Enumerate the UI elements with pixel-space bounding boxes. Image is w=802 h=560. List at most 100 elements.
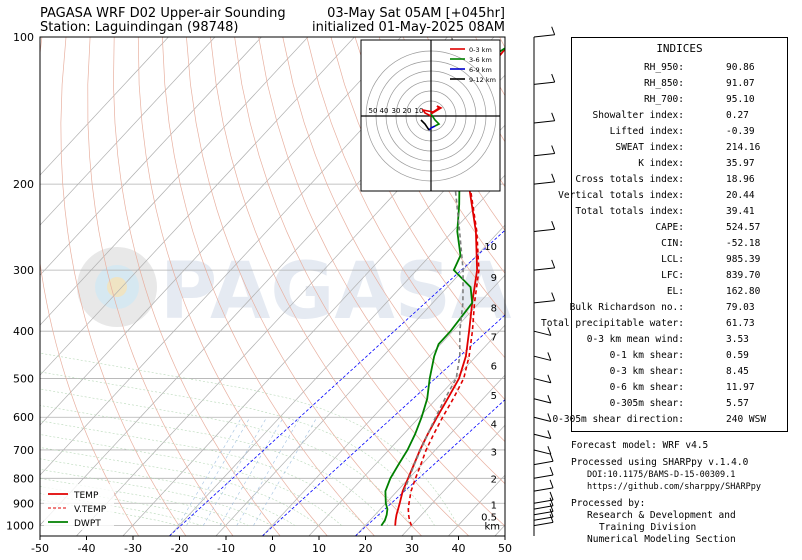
wind-barb bbox=[533, 181, 555, 185]
height-tick-label: 2 bbox=[491, 474, 497, 485]
mixing-ratio-line bbox=[253, 417, 318, 526]
dry-adiabat bbox=[258, 37, 505, 485]
index-value: 35.97 bbox=[726, 158, 755, 169]
index-row: RH_850: 91.07 bbox=[572, 78, 787, 92]
hodograph-legend-label: 6-9 km bbox=[469, 66, 492, 74]
isotherm-line bbox=[262, 274, 505, 536]
wind-barb bbox=[533, 460, 554, 466]
wind-barb bbox=[533, 416, 551, 422]
wind-barb bbox=[533, 516, 554, 521]
wind-barb bbox=[533, 153, 555, 157]
title-right-line2: initialized 01-May-2025 08AM bbox=[311, 20, 505, 35]
wind-barb-flag bbox=[547, 327, 552, 336]
isotherm-line bbox=[40, 37, 402, 426]
legend-label: TEMP bbox=[73, 491, 99, 501]
wind-barb bbox=[533, 34, 555, 38]
index-row: 0-305m shear direction: 240 WSW bbox=[552, 414, 787, 428]
index-value: 162.80 bbox=[726, 286, 761, 297]
org-line1: Research & Development and bbox=[587, 510, 736, 521]
index-row: SWEAT index: 214.16 bbox=[572, 142, 787, 156]
index-label: RH_950: bbox=[643, 62, 684, 73]
dry-adiabat bbox=[330, 37, 505, 359]
wind-barb bbox=[533, 433, 551, 439]
dry-adiabat bbox=[234, 37, 505, 527]
wind-barb bbox=[533, 378, 551, 384]
y-tick-label: 500 bbox=[13, 373, 34, 386]
x-tick-label: 50 bbox=[498, 542, 512, 555]
x-tick-label: -10 bbox=[217, 542, 235, 555]
index-label: Total precipitable water: bbox=[541, 318, 684, 329]
wind-barb bbox=[533, 499, 554, 504]
wind-barb-flag bbox=[549, 466, 554, 476]
index-row: Total precipitable water: 61.73 bbox=[541, 318, 787, 332]
wind-barb bbox=[533, 81, 555, 85]
wind-barb-flag bbox=[549, 508, 554, 518]
index-row: 0-305m shear: 5.57 bbox=[572, 398, 787, 412]
index-label: Lifted index: bbox=[609, 126, 684, 137]
hodograph-legend-label: 0-3 km bbox=[469, 46, 492, 54]
isotherm-line bbox=[308, 324, 505, 536]
wind-barb-flag bbox=[551, 26, 556, 35]
index-row: Bulk Richardson no.: 79.03 bbox=[570, 302, 787, 316]
index-value: 0.59 bbox=[726, 350, 749, 361]
wind-barb-flag bbox=[551, 73, 556, 83]
mixing-ratio-line bbox=[177, 417, 242, 526]
index-row: Showalter index: 0.27 bbox=[572, 110, 787, 124]
wind-barb bbox=[533, 474, 554, 479]
index-value: 240 WSW bbox=[726, 414, 767, 425]
org-line3: Numerical Modeling Section bbox=[587, 534, 736, 545]
title-left-line2: Station: Laguindingan (98748) bbox=[40, 20, 239, 35]
v-temp-series bbox=[407, 183, 480, 526]
index-row: 0-6 km shear: 11.97 bbox=[572, 382, 787, 396]
y-tick-label: 600 bbox=[13, 411, 34, 424]
wind-barb-flag bbox=[547, 394, 552, 404]
index-value: 39.41 bbox=[726, 206, 755, 217]
isotherm-line bbox=[355, 374, 505, 536]
mixing-ratio-line bbox=[186, 417, 251, 526]
x-tick-label: 10 bbox=[312, 542, 326, 555]
height-tick-label: 1 bbox=[491, 500, 497, 511]
height-tick-label: 7 bbox=[491, 332, 497, 343]
mixing-ratio-line bbox=[236, 417, 301, 526]
wind-barb-flag bbox=[547, 352, 552, 361]
dry-adiabat bbox=[186, 37, 422, 536]
height-tick-label: 8 bbox=[491, 304, 497, 315]
dry-adiabat bbox=[162, 37, 375, 536]
wind-barb bbox=[533, 267, 555, 271]
wind-barb bbox=[533, 505, 554, 510]
wind-barb bbox=[533, 521, 554, 527]
index-value: 90.86 bbox=[726, 62, 755, 73]
wind-barb-flag bbox=[551, 173, 556, 183]
hodograph-trace bbox=[421, 105, 443, 117]
index-label: 0-3 km mean wind: bbox=[586, 334, 684, 345]
index-value: -0.39 bbox=[726, 126, 755, 137]
dry-adiabat bbox=[60, 37, 187, 536]
isotherm-line bbox=[401, 424, 505, 536]
wind-barb bbox=[533, 300, 555, 304]
wind-barb-flag bbox=[549, 491, 554, 501]
hodograph-trace bbox=[430, 113, 441, 127]
dry-adiabat bbox=[210, 37, 470, 536]
moist-adiabat bbox=[40, 371, 436, 526]
index-label: 0-305m shear: bbox=[609, 398, 684, 409]
isotherm-line bbox=[40, 37, 262, 276]
index-label: 0-1 km shear: bbox=[609, 350, 684, 361]
moist-adiabat bbox=[40, 447, 319, 526]
watermark-text: PAGASA bbox=[160, 247, 511, 337]
index-label: 0-6 km shear: bbox=[609, 382, 684, 393]
index-label: K index: bbox=[638, 158, 684, 169]
hodograph-ring-label: 30 bbox=[392, 107, 401, 115]
index-label: Total totals index: bbox=[575, 206, 684, 217]
dry-adiabat bbox=[306, 37, 505, 401]
wind-barb bbox=[533, 449, 551, 455]
index-label: Vertical totals index: bbox=[558, 190, 684, 201]
index-row: CIN: -52.18 bbox=[572, 238, 787, 252]
index-label: LCL: bbox=[661, 254, 684, 265]
y-tick-label: 800 bbox=[13, 472, 34, 485]
index-value: 524.57 bbox=[726, 222, 761, 233]
index-value: 985.39 bbox=[726, 254, 761, 265]
reference-line bbox=[169, 229, 505, 536]
wind-barb-flag bbox=[547, 413, 552, 422]
x-tick-label: 0 bbox=[269, 542, 276, 555]
index-row: 0-3 km mean wind: 3.53 bbox=[572, 334, 787, 348]
